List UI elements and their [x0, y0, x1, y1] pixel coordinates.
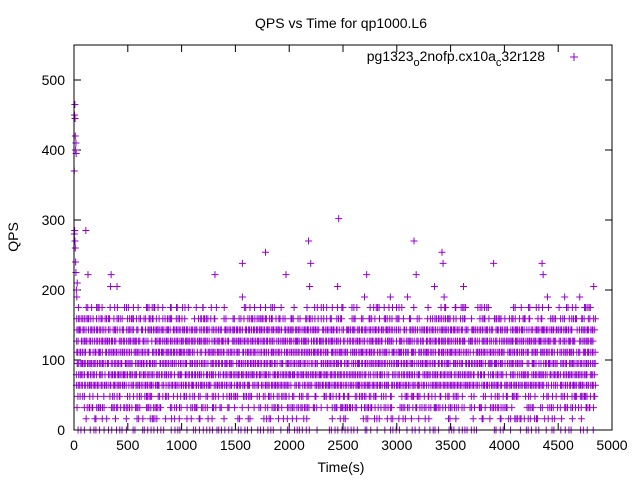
data-points: [70, 101, 599, 434]
y-tick-label: 500: [42, 72, 66, 88]
y-tick-label: 300: [42, 212, 66, 228]
plot-frame: [73, 44, 613, 431]
x-tick-label: 500: [116, 437, 140, 453]
x-tick-label: 4000: [489, 437, 520, 453]
axis-ticks: 0 500 1000 1500 2000 2500 3000 3500 4000 4500 5000…: [42, 45, 628, 453]
y-tick-label: 400: [42, 142, 66, 158]
x-tick-label: 5000: [596, 437, 627, 453]
y-tick-label: 0: [57, 422, 65, 438]
legend: pg1323o2nofp.cx10ac32r128: [367, 48, 578, 69]
y-axis-label: QPS: [5, 222, 21, 252]
x-tick-label: 2500: [327, 437, 358, 453]
legend-plus-marker: [570, 53, 578, 61]
chart-title: QPS vs Time for qp1000.L6: [255, 15, 427, 31]
y-tick-label: 200: [42, 282, 66, 298]
y-tick-label: 100: [42, 352, 66, 368]
x-tick-label: 0: [70, 437, 78, 453]
legend-label: pg1323o2nofp.cx10ac32r128: [367, 48, 545, 69]
x-tick-label: 3000: [381, 437, 412, 453]
x-tick-label: 4500: [543, 437, 574, 453]
x-tick-label: 2000: [274, 437, 305, 453]
legend-marker: [570, 53, 578, 61]
x-tick-label: 1000: [166, 437, 197, 453]
scatter-markers: [70, 101, 599, 434]
x-tick-label: 3500: [435, 437, 466, 453]
x-axis-label: Time(s): [318, 459, 365, 475]
x-tick-label: 1500: [220, 437, 251, 453]
